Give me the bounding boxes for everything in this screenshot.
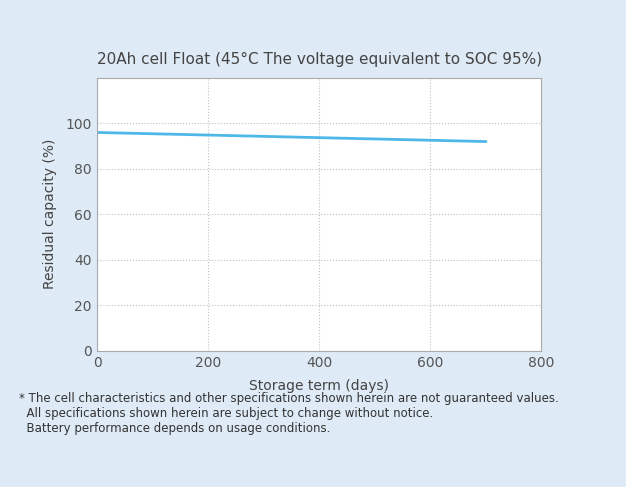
Title: 20Ah cell Float (45°C The voltage equivalent to SOC 95%): 20Ah cell Float (45°C The voltage equiva…	[96, 52, 542, 67]
Text: * The cell characteristics and other specifications shown herein are not guarant: * The cell characteristics and other spe…	[19, 392, 558, 435]
X-axis label: Storage term (days): Storage term (days)	[249, 378, 389, 393]
Y-axis label: Residual capacity (%): Residual capacity (%)	[43, 139, 57, 289]
